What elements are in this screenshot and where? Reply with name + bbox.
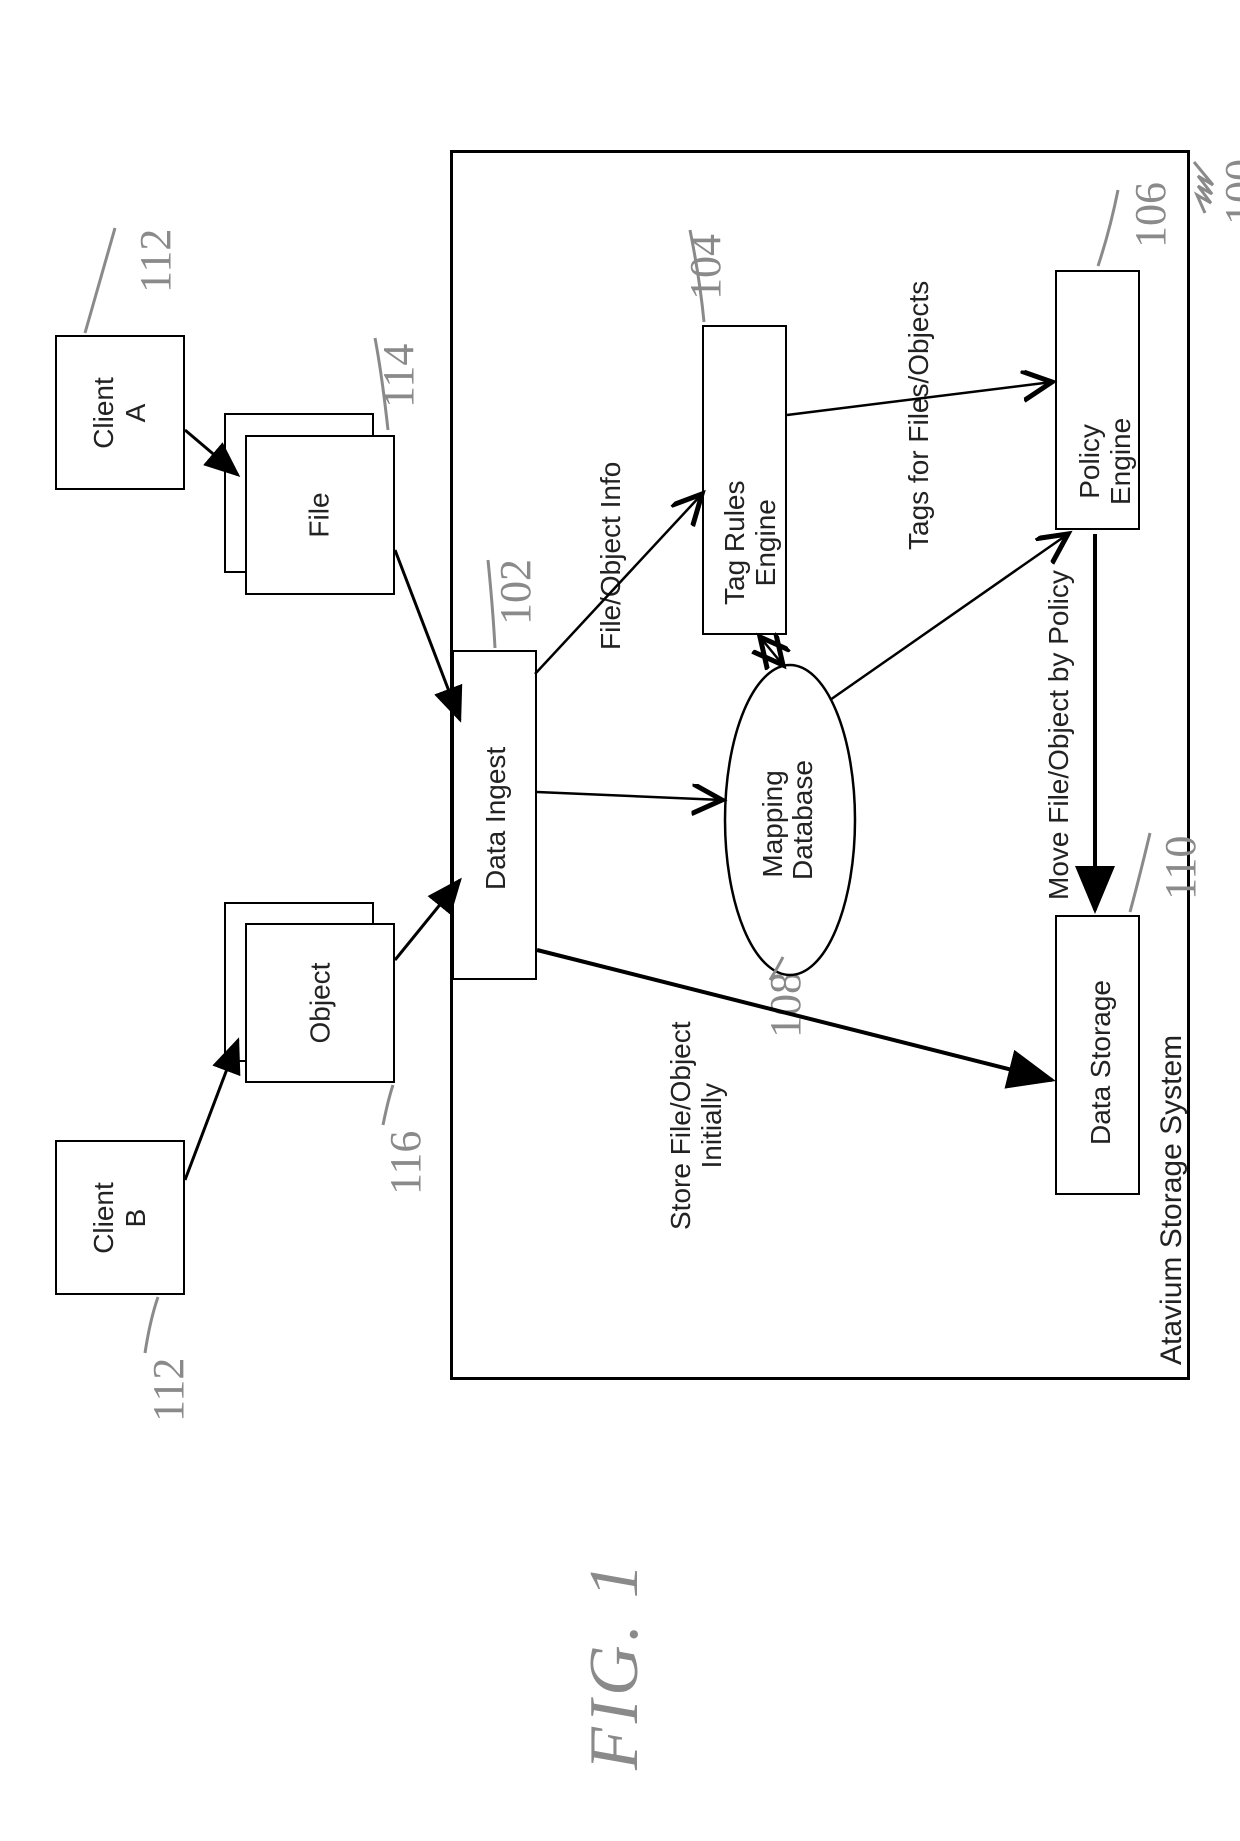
client-a-box: Client A [55, 335, 185, 490]
data-storage-label: Data Storage [1085, 980, 1117, 1145]
callout-112a: 112 [130, 229, 181, 293]
callout-108: 108 [760, 972, 811, 1038]
object-box: Object [245, 923, 395, 1083]
diagram-canvas: Atavium Storage System Client A Client B… [0, 0, 1240, 1841]
figure-label: FIG. 1 [575, 1559, 655, 1770]
callout-114: 114 [373, 344, 424, 408]
callout-106: 106 [1125, 182, 1176, 248]
file-label: File [304, 492, 336, 537]
policy-engine-label: Policy Engine [1075, 418, 1137, 505]
object-label: Object [304, 963, 336, 1044]
file-box: File [245, 435, 395, 595]
edge-move-label: Move File/Object by Policy [1043, 570, 1075, 900]
edge-tags-label: Tags for Files/Objects [903, 281, 935, 550]
callout-102: 102 [490, 559, 541, 625]
callout-116: 116 [380, 1131, 431, 1195]
callout-100: 100 [1215, 159, 1240, 225]
callout-112b: 112 [143, 1358, 194, 1422]
edge-store-init-label: Store File/Object Initially [666, 1021, 728, 1230]
tag-rules-label: Tag Rules Engine [720, 480, 782, 605]
client-b-box: Client B [55, 1140, 185, 1295]
callout-110: 110 [1155, 836, 1206, 900]
client-a-label: Client A [88, 377, 152, 449]
edge-file-info-label: File/Object Info [595, 462, 627, 650]
system-label: Atavium Storage System [1155, 1035, 1189, 1365]
callout-104: 104 [680, 234, 731, 300]
data-ingest-label: Data Ingest [480, 747, 512, 890]
client-b-label: Client B [88, 1182, 152, 1254]
